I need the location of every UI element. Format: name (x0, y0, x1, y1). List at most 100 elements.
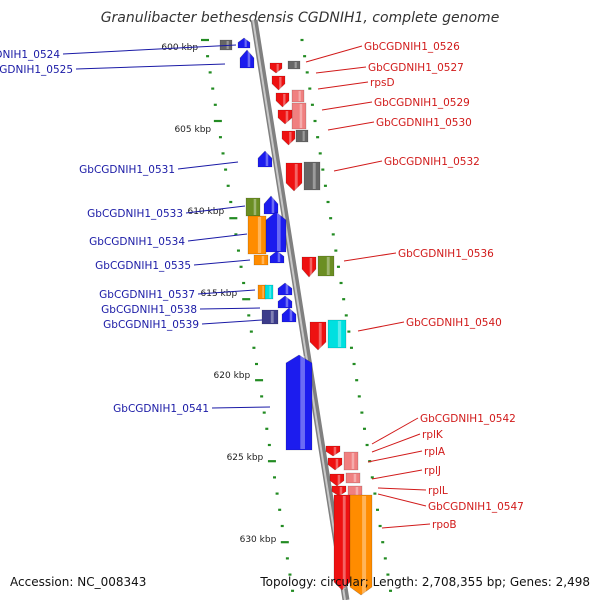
gene-arrow-highlight (294, 62, 297, 68)
label-leader (199, 307, 261, 310)
gene-arrow[interactable] (257, 150, 273, 168)
gene-label-right[interactable]: rplJ (424, 465, 441, 477)
label-leader (371, 433, 421, 453)
gene-arrow[interactable] (285, 354, 313, 451)
gene-arrow[interactable] (277, 109, 293, 125)
label-leader (343, 252, 397, 262)
gene-label-left[interactable]: GbCGDNIH1_0534 (89, 236, 185, 248)
gene-arrow[interactable] (291, 102, 307, 130)
label-leader (305, 45, 363, 63)
gene-arrow[interactable] (264, 284, 274, 300)
gene-arrow[interactable] (301, 256, 317, 278)
gene-arrow[interactable] (245, 197, 261, 217)
map-title: Granulibacter bethesdensis CGDNIH1, comp… (100, 10, 500, 26)
gene-arrow-highlight (261, 256, 265, 264)
gene-arrow-highlight (277, 213, 281, 251)
gene-arrow[interactable] (317, 255, 335, 277)
gene-arrow[interactable] (277, 282, 293, 296)
gene-label-right[interactable]: GbCGDNIH1_0527 (368, 62, 464, 74)
gene-label-right[interactable]: GbCGDNIH1_0532 (384, 156, 480, 168)
label-leader (381, 523, 431, 529)
gene-arrow[interactable] (325, 445, 341, 457)
gene-arrow-highlight (300, 356, 305, 449)
gene-label-left[interactable]: GbCGDNIH1_0535 (95, 260, 191, 272)
scale-label: 605 kbp (174, 125, 211, 135)
gene-arrow-highlight (294, 164, 298, 190)
gene-label-right[interactable]: rplA (424, 446, 446, 458)
label-leader (327, 121, 375, 131)
gene-arrow[interactable] (327, 457, 343, 471)
gene-label-right[interactable]: GbCGDNIH1_0530 (376, 117, 472, 129)
gene-arrow[interactable] (285, 162, 303, 192)
gene-arrow[interactable] (291, 89, 305, 103)
gene-label-left[interactable]: GbCGDNIH1_0538 (101, 304, 197, 316)
gene-arrow[interactable] (281, 307, 297, 323)
gene-label-left[interactable]: GbCGDNIH1_0539 (103, 319, 199, 331)
gene-label-left[interactable]: GbCGDNIH1_0541 (113, 403, 209, 415)
gene-arrow-highlight (285, 297, 289, 307)
label-leader (185, 205, 246, 214)
gene-arrow-highlight (285, 284, 289, 294)
gene-label-right[interactable]: GbCGDNIH1_0542 (420, 413, 516, 425)
gene-arrow[interactable] (347, 485, 363, 497)
gene-arrow[interactable] (269, 250, 285, 264)
gene-label-left[interactable]: GbCGDNIH1_0533 (87, 208, 183, 220)
gene-label-right[interactable]: GbCGDNIH1_0529 (374, 97, 470, 109)
gene-arrow[interactable] (261, 309, 279, 325)
gene-arrow[interactable] (277, 295, 293, 309)
gene-label-right[interactable]: GbCGDNIH1_0536 (398, 248, 494, 260)
gene-arrow-highlight (302, 131, 305, 141)
gene-label-right[interactable]: rpsD (370, 77, 395, 89)
gene-label-left[interactable]: GbCGDNIH1_0537 (99, 289, 195, 301)
gene-arrow[interactable] (271, 75, 286, 91)
gene-arrow-highlight (309, 258, 313, 276)
gene-label-left[interactable]: GbCGDNIH1_0525 (0, 64, 73, 76)
gene-arrow[interactable] (345, 472, 361, 484)
label-leader (177, 161, 239, 170)
gene-arrow[interactable] (329, 473, 345, 487)
gene-label-left[interactable]: GbCGDNIH1_0524 (0, 49, 60, 61)
gene-arrow[interactable] (309, 321, 327, 351)
gene-arrow[interactable] (263, 195, 279, 215)
gene-arrow-highlight (326, 257, 330, 275)
label-leader (321, 101, 373, 111)
gene-label-right[interactable]: GbCGDNIH1_0526 (364, 41, 460, 53)
gene-arrow[interactable] (295, 129, 309, 143)
gene-arrow[interactable] (281, 130, 296, 146)
gene-arrow[interactable] (265, 211, 287, 253)
gene-arrow[interactable] (247, 215, 267, 255)
gene-label-right[interactable]: GbCGDNIH1_0547 (428, 501, 524, 513)
gene-arrow-highlight (277, 252, 281, 262)
gene-arrow[interactable] (331, 485, 347, 497)
gene-arrow[interactable] (269, 62, 283, 74)
gene-label-left[interactable]: GbCGDNIH1_0531 (79, 164, 175, 176)
label-leader (317, 81, 369, 90)
gene-arrow-highlight (289, 309, 293, 321)
label-leader (62, 44, 237, 55)
gene-arrow[interactable] (327, 319, 347, 349)
label-leader (211, 406, 271, 409)
label-leader (377, 493, 427, 507)
gene-arrow[interactable] (253, 254, 269, 266)
gene-arrow-highlight (312, 163, 316, 189)
scale-label: 630 kbp (240, 535, 277, 545)
gene-arrow[interactable] (239, 49, 255, 69)
gene-arrow[interactable] (237, 37, 251, 49)
gene-arrow-highlight (276, 64, 279, 72)
gene-arrow[interactable] (275, 92, 290, 108)
label-leader (197, 289, 256, 295)
gene-arrow[interactable] (349, 494, 373, 596)
gene-arrow[interactable] (343, 451, 359, 471)
gene-arrow[interactable] (219, 39, 233, 51)
gene-label-right[interactable]: rplK (422, 429, 444, 441)
gene-arrow[interactable] (303, 161, 321, 191)
gene-label-right[interactable]: GbCGDNIH1_0540 (406, 317, 502, 329)
gene-label-right[interactable]: rpoB (432, 519, 457, 531)
gene-arrow[interactable] (333, 494, 351, 591)
gene-arrow-highlight (265, 152, 269, 166)
label-leader (201, 319, 263, 325)
label-leader (371, 417, 419, 445)
gene-arrow[interactable] (287, 60, 301, 70)
gene-label-right[interactable]: rplL (428, 485, 448, 497)
